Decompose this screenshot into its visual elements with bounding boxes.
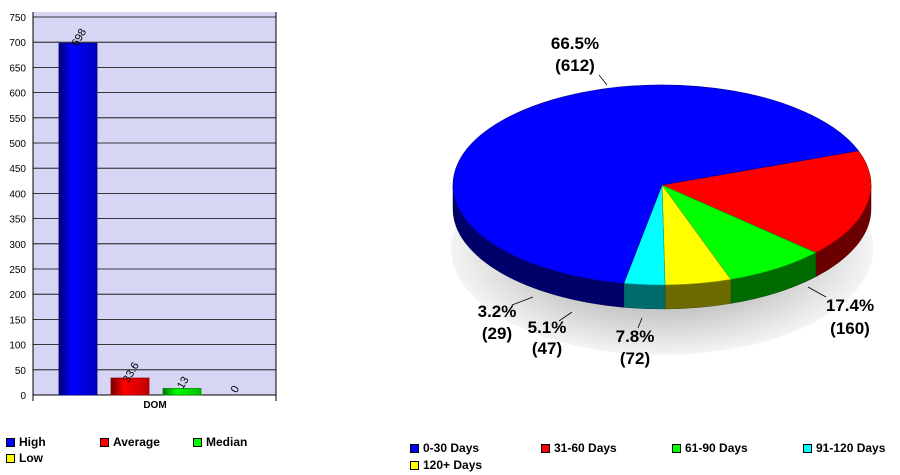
- slice-percent-label: 3.2%: [478, 302, 517, 321]
- legend-swatch: [803, 443, 812, 453]
- y-tick-label: 200: [9, 290, 26, 301]
- bar-high: [58, 42, 98, 396]
- legend-label: 120+ Days: [423, 458, 483, 472]
- y-tick-label: 600: [9, 89, 26, 100]
- legend-swatch: [410, 460, 419, 470]
- y-tick-label: 450: [9, 164, 26, 175]
- slice-count-label: (47): [532, 339, 562, 358]
- pie-sides: [452, 184, 872, 310]
- y-tick-label: 750: [9, 13, 26, 24]
- slice-count-label: (72): [620, 349, 650, 368]
- legend-label: 91-120 Days: [816, 441, 886, 455]
- legend-label: Low: [19, 451, 43, 465]
- leader-line: [807, 286, 827, 298]
- x-category-label: DOM: [143, 400, 166, 411]
- legend-label: High: [19, 435, 46, 449]
- pie-top: [452, 84, 872, 286]
- legend-label: Average: [113, 435, 160, 449]
- pie-legend-item-91-120: 91-120 Days: [803, 441, 885, 455]
- bar-legend-item-average: Average: [100, 435, 160, 449]
- pie-labels: 66.5% (612) 17.4% (160) 7.8% (72) 3.2% (29) 5.1%…: [478, 34, 874, 368]
- pie-slice-61-90-days: [661, 184, 817, 280]
- pie-legend-item-61-90: 61-90 Days: [672, 441, 748, 455]
- leader-line: [558, 311, 573, 322]
- pie-slice-31-60-days: [660, 150, 872, 254]
- legend-label: 31-60 Days: [554, 441, 617, 455]
- slice-count-label: (29): [482, 324, 512, 343]
- bar-legend-item-median: Median: [193, 435, 247, 449]
- pie-slice-0-30-days: [452, 84, 859, 284]
- legend-label: Median: [206, 435, 248, 449]
- y-tick-label: 250: [9, 265, 26, 276]
- y-tick-label: 700: [9, 38, 26, 49]
- legend-swatch: [193, 437, 202, 447]
- pie-legend-item-31-60: 31-60 Days: [541, 441, 617, 455]
- y-tick-label: 150: [9, 315, 26, 326]
- bar-median: [162, 388, 202, 396]
- y-tick-label: 550: [9, 114, 26, 125]
- pie-side: [623, 283, 666, 310]
- y-tick-label: 50: [15, 366, 27, 377]
- y-tick-label: 100: [9, 341, 26, 352]
- y-tick-label: 500: [9, 139, 26, 150]
- pie-legend-item-0-30: 0-30 Days: [410, 441, 479, 455]
- leader-line: [511, 296, 534, 306]
- slice-percent-label: 5.1%: [528, 318, 567, 337]
- legend-label: 0-30 Days: [423, 441, 480, 455]
- bar-legend-item-low: Low: [6, 451, 43, 465]
- slice-percent-label: 7.8%: [616, 327, 655, 346]
- legend-label: 61-90 Days: [685, 441, 748, 455]
- slice-count-label: (612): [555, 56, 595, 75]
- y-tick-label: 400: [9, 189, 26, 200]
- legend-swatch: [6, 437, 15, 447]
- leader-line: [637, 317, 643, 329]
- legend-swatch: [672, 443, 681, 453]
- slice-percent-label: 17.4%: [826, 296, 874, 315]
- bar-legend-item-high: High: [6, 435, 46, 449]
- y-tick-label: 300: [9, 240, 26, 251]
- y-tick-label: 350: [9, 215, 26, 226]
- legend-swatch: [410, 443, 419, 453]
- legend-swatch: [541, 443, 550, 453]
- legend-swatch: [6, 453, 15, 463]
- slice-count-label: (160): [830, 319, 870, 338]
- pie-legend-item-120-plus: 120+ Days: [410, 458, 482, 472]
- data-label: 0: [229, 384, 242, 395]
- data-label: 13: [175, 375, 192, 392]
- y-tick-label: 0: [20, 391, 26, 402]
- slice-percent-label: 66.5%: [551, 34, 599, 53]
- bar-average: [110, 377, 150, 396]
- legend-swatch: [100, 437, 109, 447]
- leader-line: [598, 74, 608, 86]
- y-tick-label: 650: [9, 63, 26, 74]
